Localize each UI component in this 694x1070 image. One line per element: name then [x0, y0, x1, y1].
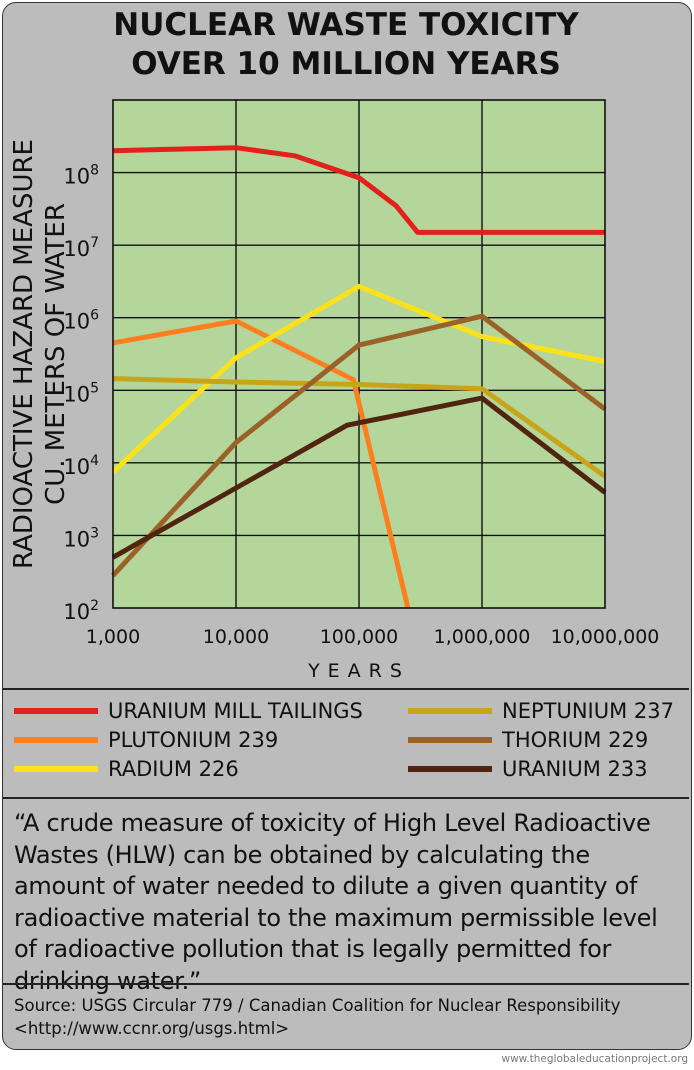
plot-frame: [112, 99, 606, 609]
legend-label: RADIUM 226: [108, 757, 239, 781]
title-line-2: OVER 10 MILLION YEARS: [131, 46, 561, 82]
y-tick-label: 107: [63, 235, 99, 261]
title-line-1: NUCLEAR WASTE TOXICITY: [113, 7, 579, 43]
y-tick-label: 106: [63, 308, 99, 334]
y-tick-label: 108: [63, 163, 99, 189]
definition-quote: “A crude measure of toxicity of High Lev…: [14, 809, 658, 995]
legend-swatch: [408, 737, 492, 743]
toxicity-line-chart: 102 103 104 105 106 107 108 1,000 10,000 100,000 1…: [9, 99, 660, 682]
x-tick-label: 1,000,000: [434, 626, 531, 648]
legend-top-divider: [3, 688, 689, 690]
series-line-uranium-233: [111, 395, 607, 560]
chart-title: NUCLEAR WASTE TOXICITY OVER 10 MILLION Y…: [2, 6, 690, 84]
website-footer: www.theglobaleducationproject.org: [501, 1053, 689, 1065]
y-axis-label-line-2: CU. METERS OF WATER: [41, 203, 71, 505]
legend-label: URANIUM 233: [502, 757, 648, 781]
source-top-divider: [3, 983, 689, 985]
source-citation: Source: USGS Circular 779 / Canadian Coa…: [14, 996, 621, 1038]
series-line-uranium-mill-tailings: [112, 145, 605, 235]
series-line-plutonium-239: [112, 318, 411, 609]
x-tick-label: 1,000: [86, 626, 140, 648]
legend-label: NEPTUNIUM 237: [502, 699, 674, 723]
x-tick-label: 10,000: [203, 626, 269, 648]
x-axis-label: YEARS: [307, 660, 410, 682]
y-axis-label-line-1: RADIOACTIVE HAZARD MEASURE: [9, 139, 39, 569]
legend-swatch: [14, 708, 98, 714]
y-tick-label: 103: [63, 525, 99, 551]
legend-swatch: [14, 766, 98, 772]
quote-top-divider: [3, 797, 689, 799]
x-tick-label: 100,000: [320, 626, 399, 648]
y-tick-label: 105: [63, 380, 99, 406]
legend-swatch: [14, 737, 98, 743]
legend-label: PLUTONIUM 239: [108, 728, 279, 752]
legend-swatch: [408, 766, 492, 772]
legend-swatch: [408, 708, 492, 714]
y-tick-label: 104: [63, 453, 99, 479]
x-tick-label: 10,000,000: [551, 626, 660, 648]
legend-label: THORIUM 229: [502, 728, 649, 752]
series-line-neptunium-237: [112, 376, 607, 479]
y-tick-label: 102: [63, 598, 99, 624]
legend-label: URANIUM MILL TAILINGS: [108, 699, 363, 723]
series-line-thorium-229: [111, 313, 607, 578]
